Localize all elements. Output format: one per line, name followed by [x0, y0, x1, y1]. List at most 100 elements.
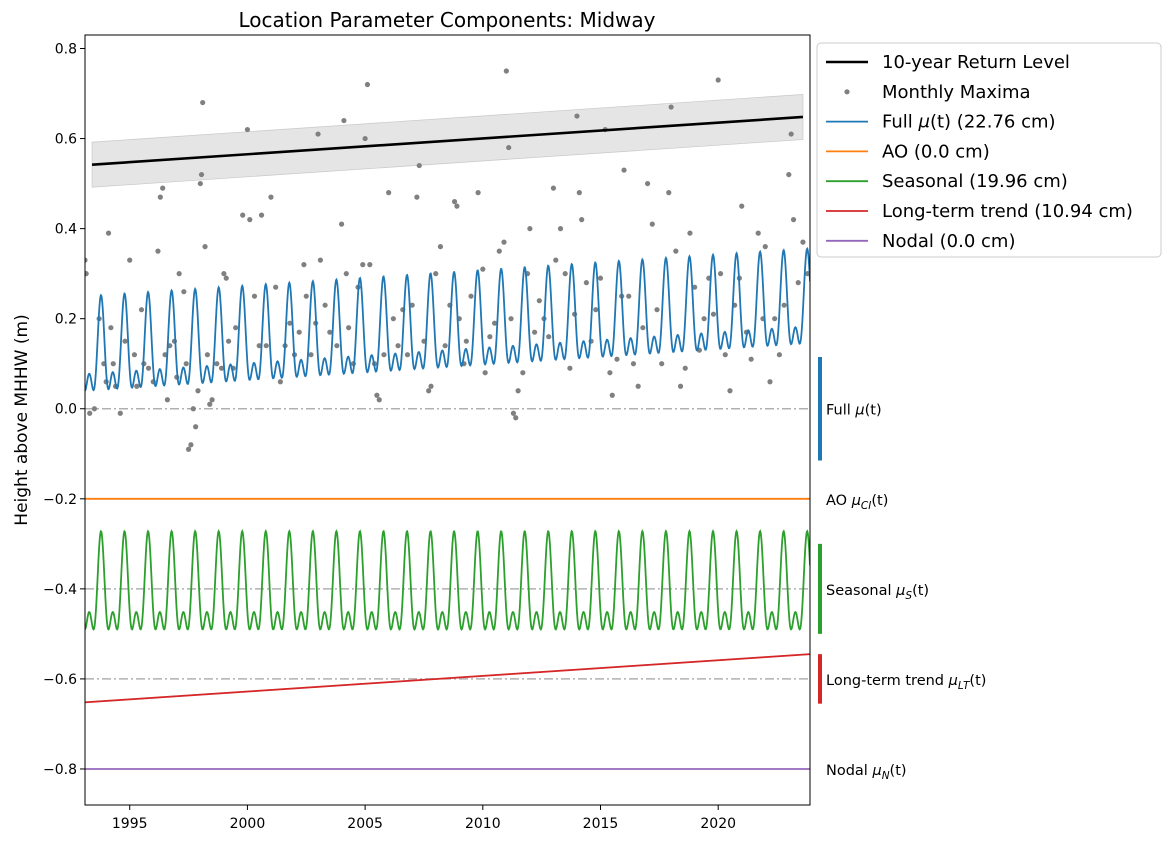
monthly-maxima-point-11 [117, 410, 123, 416]
monthly-maxima-point-179 [772, 316, 778, 322]
axis-layer: 1995 2000 2005 2010 2015 2020 −0.8 −0.6 −0.4 −0.2… [43, 42, 736, 832]
monthly-maxima-point-129 [553, 257, 559, 263]
monthly-maxima-point-61 [287, 320, 293, 326]
monthly-maxima-point-124 [531, 329, 538, 335]
component-label-math-4: μ [871, 763, 881, 779]
legend-swatch-monthly-maxima [844, 89, 850, 95]
monthly-maxima-point-40 [204, 352, 211, 358]
monthly-maxima-point-54 [256, 343, 262, 349]
y-axis-label: Height above MHHW (m) [12, 314, 32, 525]
monthly-maxima-point-153 [654, 307, 660, 313]
monthly-maxima-point-97 [428, 383, 434, 389]
monthly-maxima-point-175 [755, 230, 761, 236]
monthly-maxima-point-155 [666, 190, 672, 196]
monthly-maxima-point-109 [480, 266, 486, 272]
monthly-maxima-point-37 [198, 171, 205, 178]
monthly-maxima-point-88 [390, 316, 396, 322]
monthly-maxima-point-148 [630, 361, 637, 367]
monthly-maxima-point-167 [717, 271, 724, 277]
monthly-maxima-point-120 [515, 388, 521, 394]
y-tick-label-7: 0.6 [55, 132, 77, 148]
monthly-maxima-point-151 [644, 180, 651, 187]
monthly-maxima-point-98 [433, 271, 439, 277]
monthly-maxima-point-75 [343, 271, 349, 277]
monthly-maxima-point-123 [527, 226, 533, 232]
component-label-text-3: Long-term trend [826, 673, 949, 689]
component-label-tail-0: (t) [865, 403, 882, 419]
component-label-math-0: μ [854, 403, 864, 419]
component-label-math-1: μ [851, 493, 861, 509]
legend-label-tail-0: (t) (22.76 cm) [930, 112, 1056, 133]
legend-label-math-0: μ [918, 112, 930, 133]
monthly-maxima-point-32 [188, 442, 194, 448]
monthly-maxima-point-185 [795, 280, 801, 286]
y-tick-label-8: 0.8 [55, 42, 77, 58]
monthly-maxima-point-85 [376, 397, 382, 403]
monthly-maxima-point-49 [233, 325, 239, 331]
monthly-maxima-point-150 [640, 325, 646, 331]
component-label-tail-4: (t) [890, 763, 907, 779]
monthly-maxima-point-9 [110, 361, 116, 367]
monthly-maxima-point-15 [134, 383, 140, 389]
component-label-tail-2: (t) [912, 583, 929, 599]
x-tick-label-0: 1995 [112, 816, 148, 832]
monthly-maxima-point-165 [710, 311, 717, 317]
component-label-sub-2: S [905, 590, 912, 602]
monthly-maxima-point-127 [546, 334, 552, 340]
legend-label-monthly-maxima: Monthly Maxima [882, 82, 1031, 103]
monthly-maxima-point-80 [362, 135, 368, 142]
monthly-maxima-point-21 [157, 194, 163, 200]
series-line-0 [85, 246, 810, 392]
monthly-maxima-point-29 [181, 289, 187, 295]
chart-title: Location Parameter Components: Midway [239, 8, 656, 32]
monthly-maxima-point-172 [739, 203, 745, 209]
monthly-maxima-point-135 [576, 190, 582, 196]
monthly-maxima-point-81 [364, 81, 371, 88]
monthly-maxima-point-42 [209, 397, 215, 403]
monthly-maxima-point-47 [225, 338, 232, 344]
return-level-line [91, 115, 804, 166]
monthly-maxima-point-146 [621, 167, 627, 173]
component-label-tail-1: (t) [871, 493, 888, 509]
monthly-maxima-point-100 [442, 343, 448, 349]
legend-label-return-level: 10-year Return Level [882, 52, 1070, 73]
monthly-maxima-point-51 [244, 126, 251, 133]
monthly-maxima-point-169 [727, 388, 733, 394]
monthly-maxima-point-158 [677, 383, 684, 389]
monthly-maxima-point-55 [258, 212, 265, 218]
component-label-0: Full μ(t) [826, 403, 882, 419]
monthly-maxima-point-50 [240, 212, 246, 218]
monthly-maxima-point-128 [550, 185, 557, 191]
monthly-maxima-point-182 [786, 171, 792, 178]
monthly-maxima-point-66 [308, 352, 314, 358]
component-label-sub-3: LT [958, 680, 971, 692]
monthly-maxima-point-86 [381, 352, 387, 358]
monthly-maxima-point-13 [127, 257, 133, 263]
monthly-maxima-point-142 [607, 370, 613, 376]
monthly-maxima-point-53 [251, 293, 258, 299]
monthly-maxima-point-111 [487, 334, 493, 340]
legend-label-series-1: AO (0.0 cm) [882, 141, 990, 162]
monthly-maxima-point-31 [185, 446, 192, 452]
monthly-maxima-point-7 [105, 230, 112, 236]
monthly-maxima-point-183 [788, 131, 794, 137]
monthly-maxima-point-28 [176, 271, 182, 277]
monthly-maxima-point-108 [475, 190, 481, 196]
monthly-maxima-point-36 [197, 180, 203, 187]
legend-frame [816, 42, 1162, 258]
monthly-maxima-point-89 [395, 343, 401, 349]
monthly-maxima-point-131 [562, 271, 568, 277]
monthly-maxima-point-16 [138, 307, 145, 313]
monthly-maxima-point-117 [508, 316, 514, 322]
monthly-maxima-point-181 [781, 302, 787, 308]
monthly-maxima-point-159 [682, 365, 688, 371]
monthly-maxima-point-2 [87, 410, 93, 416]
y-tick-label-4: 0.0 [55, 402, 77, 418]
monthly-maxima-point-177 [762, 244, 768, 250]
legend-label-main-3: Long-term trend (10.94 cm) [882, 201, 1133, 222]
monthly-maxima-point-63 [296, 329, 302, 335]
monthly-maxima-point-132 [567, 365, 573, 371]
y-tick-label-2: −0.4 [43, 582, 77, 598]
monthly-maxima-point-186 [800, 239, 806, 245]
